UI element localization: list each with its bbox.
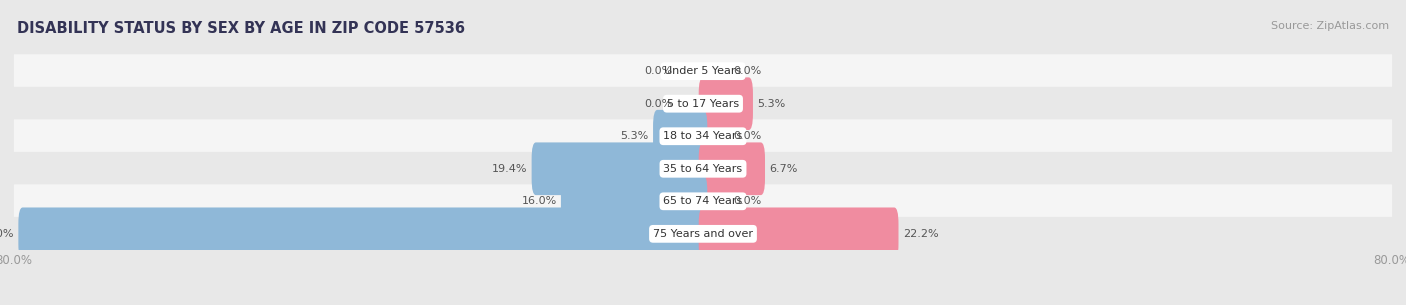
Text: 75 Years and over: 75 Years and over [652,229,754,239]
Text: 79.0%: 79.0% [0,229,14,239]
FancyBboxPatch shape [531,142,707,195]
FancyBboxPatch shape [699,142,765,195]
FancyBboxPatch shape [561,175,707,228]
Text: 18 to 34 Years: 18 to 34 Years [664,131,742,141]
FancyBboxPatch shape [14,152,1392,186]
FancyBboxPatch shape [14,54,1392,88]
Text: Under 5 Years: Under 5 Years [665,66,741,76]
Text: 5 to 17 Years: 5 to 17 Years [666,99,740,109]
Text: Source: ZipAtlas.com: Source: ZipAtlas.com [1271,21,1389,31]
Text: 0.0%: 0.0% [644,66,673,76]
FancyBboxPatch shape [699,77,754,130]
Text: 6.7%: 6.7% [769,164,797,174]
FancyBboxPatch shape [14,87,1392,120]
Text: 35 to 64 Years: 35 to 64 Years [664,164,742,174]
Text: DISABILITY STATUS BY SEX BY AGE IN ZIP CODE 57536: DISABILITY STATUS BY SEX BY AGE IN ZIP C… [17,21,465,36]
FancyBboxPatch shape [652,110,707,163]
Text: 0.0%: 0.0% [733,196,762,206]
Text: 0.0%: 0.0% [733,131,762,141]
Text: 0.0%: 0.0% [733,66,762,76]
Text: 65 to 74 Years: 65 to 74 Years [664,196,742,206]
FancyBboxPatch shape [14,119,1392,153]
Text: 19.4%: 19.4% [492,164,527,174]
FancyBboxPatch shape [18,207,707,260]
FancyBboxPatch shape [14,217,1392,251]
Text: 5.3%: 5.3% [620,131,648,141]
FancyBboxPatch shape [699,207,898,260]
Text: 5.3%: 5.3% [758,99,786,109]
Text: 16.0%: 16.0% [522,196,557,206]
Text: 0.0%: 0.0% [644,99,673,109]
Text: 22.2%: 22.2% [903,229,938,239]
FancyBboxPatch shape [14,185,1392,218]
